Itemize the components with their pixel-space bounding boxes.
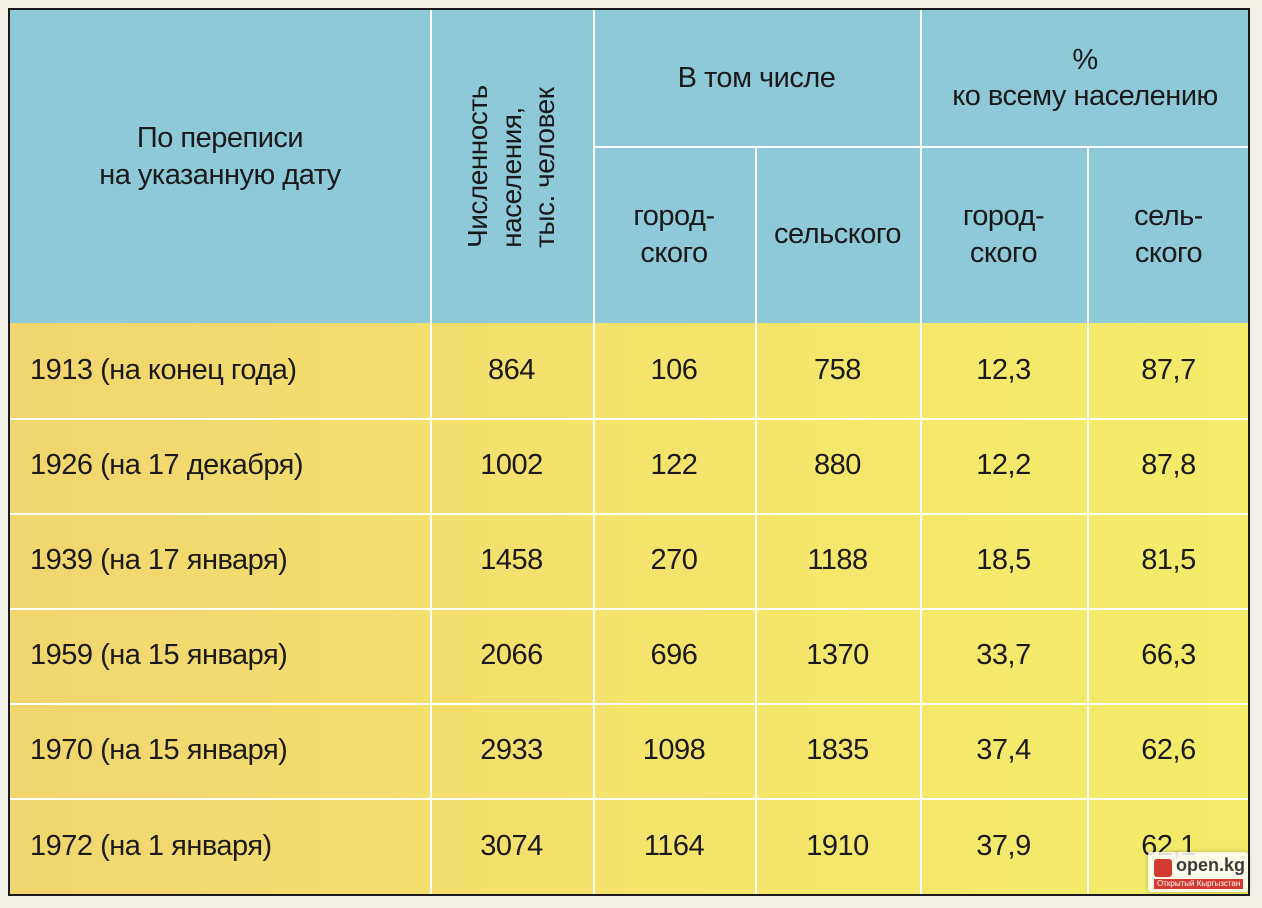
grid-line: [593, 10, 595, 894]
grid-line: [755, 146, 757, 894]
row-total: 1458: [480, 544, 543, 577]
table-header-background: [10, 10, 1248, 323]
watermark-site: open.kg: [1176, 855, 1246, 875]
row-date: 1926 (на 17 декабря): [30, 449, 304, 482]
row-urban: 696: [650, 639, 698, 672]
row-date: 1959 (на 15 января): [30, 639, 288, 672]
grid-line: [10, 703, 1248, 705]
grid-line: [593, 146, 1248, 148]
row-total: 1002: [480, 449, 543, 482]
row-urban-pct: 37,4: [976, 734, 1031, 767]
row-rural: 1910: [806, 829, 869, 862]
row-rural-pct: 62,6: [1141, 734, 1196, 767]
header-urban-pct: город- ского: [962, 200, 1045, 269]
row-date: 1939 (на 17 января): [30, 544, 288, 577]
row-rural: 1370: [806, 639, 869, 672]
row-rural-pct: 87,8: [1141, 449, 1196, 482]
row-urban-pct: 12,3: [976, 354, 1031, 387]
row-rural: 1835: [806, 734, 869, 767]
row-urban: 1164: [643, 829, 705, 862]
row-total: 2933: [480, 734, 543, 767]
row-total: 2066: [480, 639, 543, 672]
row-total: 864: [488, 354, 535, 387]
watermark-tagline: Открытый Кыргызстан: [1154, 879, 1244, 889]
header-percent: % ко всему населению: [952, 43, 1218, 112]
row-date: 1913 (на конец года): [30, 354, 297, 387]
row-rural-pct: 81,5: [1141, 544, 1196, 577]
logo-icon: [1154, 859, 1172, 877]
header-population: Численность населения, тыс. человек: [430, 10, 593, 323]
row-rural: 880: [814, 449, 861, 482]
row-date: 1972 (на 1 января): [30, 829, 272, 862]
row-rural: 1188: [807, 544, 868, 577]
grid-line: [920, 10, 922, 894]
site-watermark: open.kg Открытый Кыргызстан: [1148, 852, 1248, 892]
row-total: 3074: [480, 829, 543, 862]
grid-line: [10, 418, 1248, 420]
row-urban: 270: [650, 544, 698, 577]
row-rural: 758: [814, 354, 861, 387]
grid-line: [430, 10, 432, 894]
header-date: По переписи на указанную дату: [99, 122, 341, 191]
row-urban: 1098: [642, 734, 706, 767]
grid-line: [10, 608, 1248, 610]
row-urban-pct: 37,9: [976, 829, 1031, 862]
header-urban: город- ского: [633, 200, 715, 269]
row-date: 1970 (на 15 января): [30, 734, 288, 767]
population-table: По переписи на указанную дату Численност…: [8, 8, 1250, 896]
row-rural-pct: 87,7: [1141, 354, 1196, 387]
grid-line: [1087, 146, 1089, 894]
row-urban-pct: 33,7: [976, 639, 1031, 672]
header-population-text: Численность населения, тыс. человек: [462, 85, 561, 248]
header-rural: сельского: [774, 218, 901, 251]
grid-line: [10, 798, 1248, 800]
header-including: В том числе: [677, 61, 836, 94]
row-urban-pct: 12,2: [976, 449, 1031, 482]
row-urban: 106: [650, 354, 698, 387]
row-rural-pct: 66,3: [1141, 639, 1196, 672]
row-urban-pct: 18,5: [976, 544, 1031, 577]
grid-line: [10, 513, 1248, 515]
header-rural-pct: сель- ского: [1134, 200, 1203, 269]
row-urban: 122: [650, 449, 698, 482]
